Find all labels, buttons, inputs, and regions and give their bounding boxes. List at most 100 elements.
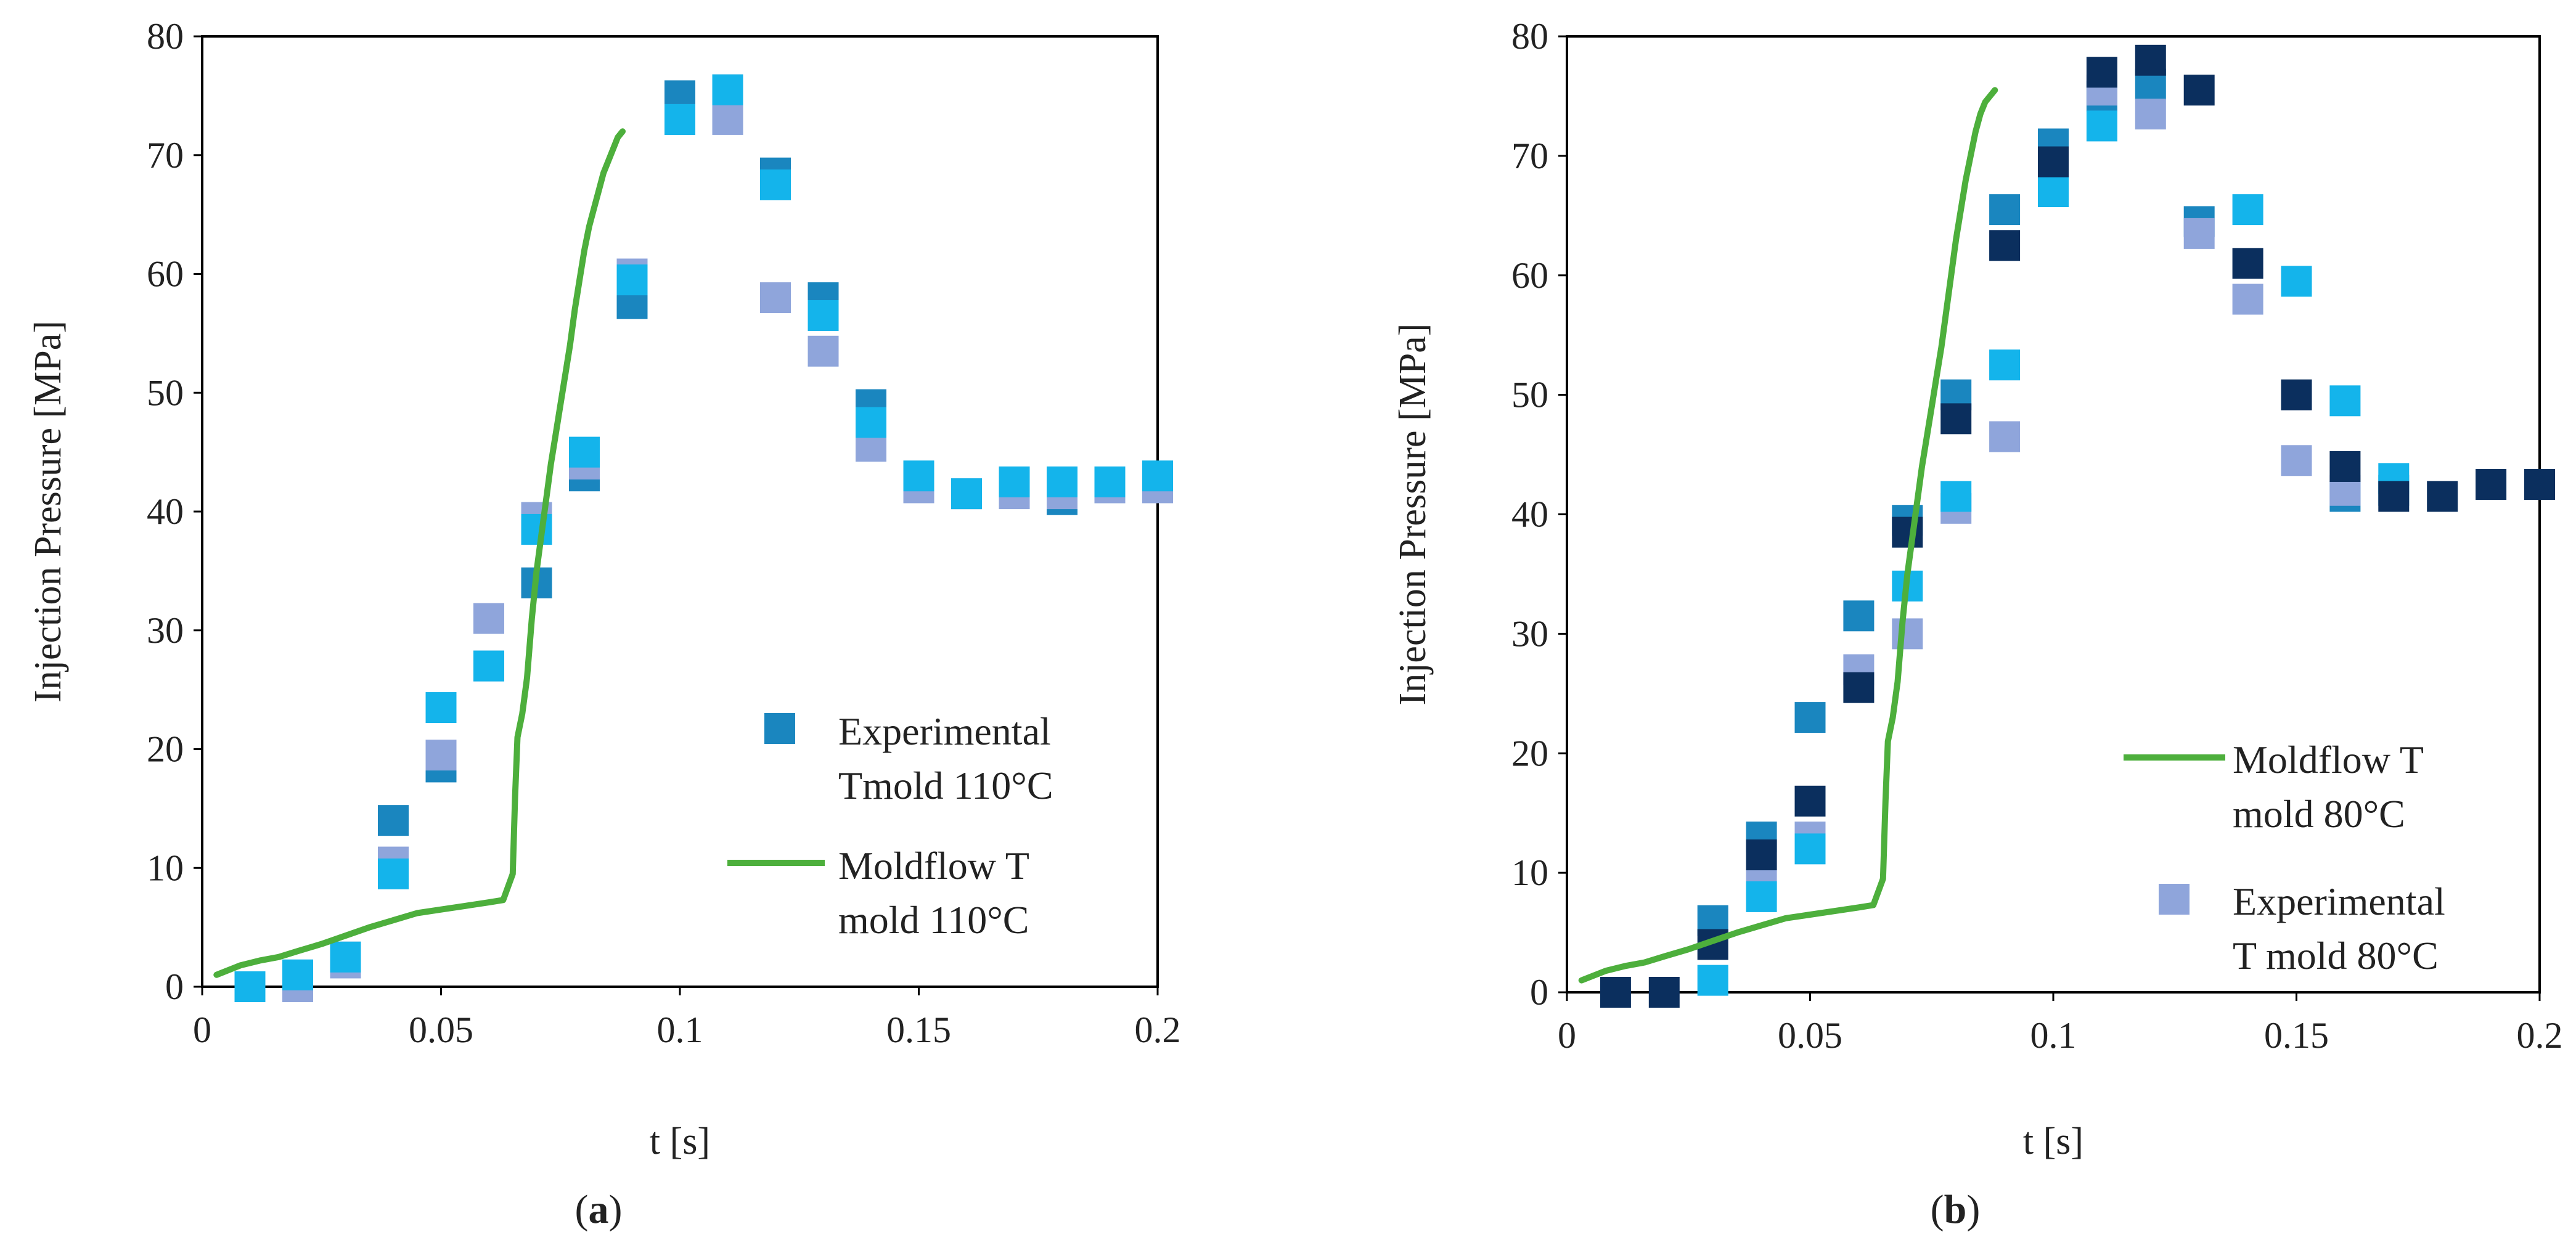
- data-point: [1989, 421, 2021, 452]
- data-point: [2183, 75, 2215, 106]
- x-tick-label: 0.05: [409, 1010, 473, 1050]
- data-point: [903, 460, 934, 492]
- data-point: [2427, 481, 2458, 512]
- x-axis-title: t [s]: [650, 1120, 710, 1162]
- legend-label: Experimental: [838, 709, 1051, 753]
- x-tick-label: 0.15: [886, 1010, 951, 1050]
- y-tick-label: 0: [165, 966, 184, 1007]
- y-tick-label: 30: [1511, 613, 1548, 654]
- data-point: [1648, 977, 1680, 1008]
- x-tick-label: 0.05: [1778, 1015, 1842, 1056]
- legend-label: T mold 80°C: [2233, 934, 2439, 978]
- data-point: [1940, 403, 1972, 435]
- y-tick-label: 40: [1511, 494, 1548, 535]
- data-point: [2038, 176, 2069, 208]
- data-point: [808, 300, 839, 331]
- data-point: [808, 335, 839, 367]
- panel-label: (b): [1931, 1187, 1981, 1232]
- data-point: [1843, 672, 1875, 703]
- moldflow-line: [1578, 87, 1998, 984]
- data-point: [2329, 451, 2361, 482]
- y-tick-label: 60: [147, 254, 184, 295]
- data-point: [282, 959, 313, 990]
- data-point: [378, 858, 409, 889]
- data-point: [521, 513, 552, 545]
- data-point: [2086, 110, 2117, 142]
- y-tick-label: 80: [1511, 16, 1548, 57]
- data-point: [664, 104, 695, 135]
- y-tick-label: 30: [147, 610, 184, 651]
- data-point: [2232, 194, 2263, 226]
- data-point: [2038, 146, 2069, 178]
- x-tick-label: 0.1: [657, 1010, 703, 1050]
- legend-label: Experimental: [2233, 880, 2445, 923]
- panel-b: 0 10 20 30 40 50 60 70 80 0 0.05 0.1 0.15 0.2 t [s] Inj…: [1392, 16, 2563, 1232]
- y-tick-label: 10: [147, 847, 184, 888]
- data-point: [712, 104, 743, 135]
- data-point: [2232, 284, 2263, 315]
- data-point: [2086, 57, 2117, 88]
- legend-label: mold 80°C: [2233, 792, 2405, 836]
- data-point: [2183, 218, 2215, 249]
- data-point: [1794, 702, 1826, 733]
- data-point: [1794, 785, 1826, 817]
- y-tick-label: 20: [1511, 733, 1548, 773]
- data-point: [2281, 379, 2312, 410]
- data-point: [425, 692, 457, 724]
- data-point: [2281, 266, 2312, 297]
- x-tick-label: 0.2: [2517, 1015, 2563, 1056]
- data-point: [1989, 194, 2021, 226]
- y-axis-title: Injection Pressure [MPa]: [27, 320, 69, 703]
- y-tick-label: 50: [1511, 375, 1548, 415]
- data-point: [1892, 516, 1923, 548]
- data-point: [425, 740, 457, 771]
- data-point: [2232, 248, 2263, 279]
- panel-label: (a): [575, 1187, 623, 1232]
- data-point: [1697, 965, 1728, 996]
- y-tick-label: 80: [147, 16, 184, 57]
- y-tick-label: 70: [1511, 136, 1548, 176]
- data-point: [712, 74, 743, 105]
- data-point: [1989, 349, 2021, 381]
- data-point: [2135, 99, 2166, 130]
- data-point: [1600, 977, 1631, 1008]
- x-tick-label: 0: [193, 1010, 211, 1050]
- legend-marker-square: [764, 713, 795, 744]
- legend-label: Moldflow T: [838, 844, 1029, 888]
- y-tick-label: 10: [1511, 852, 1548, 893]
- data-point: [760, 169, 791, 200]
- moldflow-line: [213, 128, 626, 978]
- data-point: [1746, 839, 1777, 871]
- data-point: [1843, 600, 1875, 632]
- y-tick-label: 50: [147, 372, 184, 413]
- data-point: [2135, 44, 2166, 76]
- legend-marker-square: [2159, 884, 2190, 915]
- data-point: [330, 941, 361, 973]
- x-tick-label: 0.2: [1135, 1010, 1181, 1050]
- data-point: [616, 264, 648, 296]
- data-point: [2378, 481, 2410, 512]
- data-point: [2524, 469, 2555, 500]
- legend-label: Moldflow T: [2233, 738, 2424, 782]
- y-tick-label: 20: [147, 729, 184, 770]
- data-point: [760, 282, 791, 314]
- x-tick-label: 0.15: [2264, 1015, 2329, 1056]
- legend-label: mold 110°C: [838, 898, 1029, 942]
- y-axis-title: Injection Pressure [MPa]: [1392, 324, 1434, 706]
- data-point: [2476, 469, 2507, 500]
- y-tick-label: 60: [1511, 255, 1548, 296]
- data-point: [1047, 466, 1077, 497]
- x-axis-title: t [s]: [2023, 1120, 2083, 1162]
- x-tick-label: 0: [1558, 1015, 1576, 1056]
- data-point: [999, 466, 1030, 497]
- data-point: [1940, 481, 1972, 512]
- data-point: [856, 407, 886, 438]
- x-tick-label: 0.1: [2030, 1015, 2077, 1056]
- y-tick-label: 70: [147, 135, 184, 176]
- data-point: [951, 478, 982, 510]
- data-point: [2281, 445, 2312, 476]
- data-point: [2329, 385, 2361, 417]
- data-point: [473, 603, 504, 634]
- data-point: [1794, 833, 1826, 865]
